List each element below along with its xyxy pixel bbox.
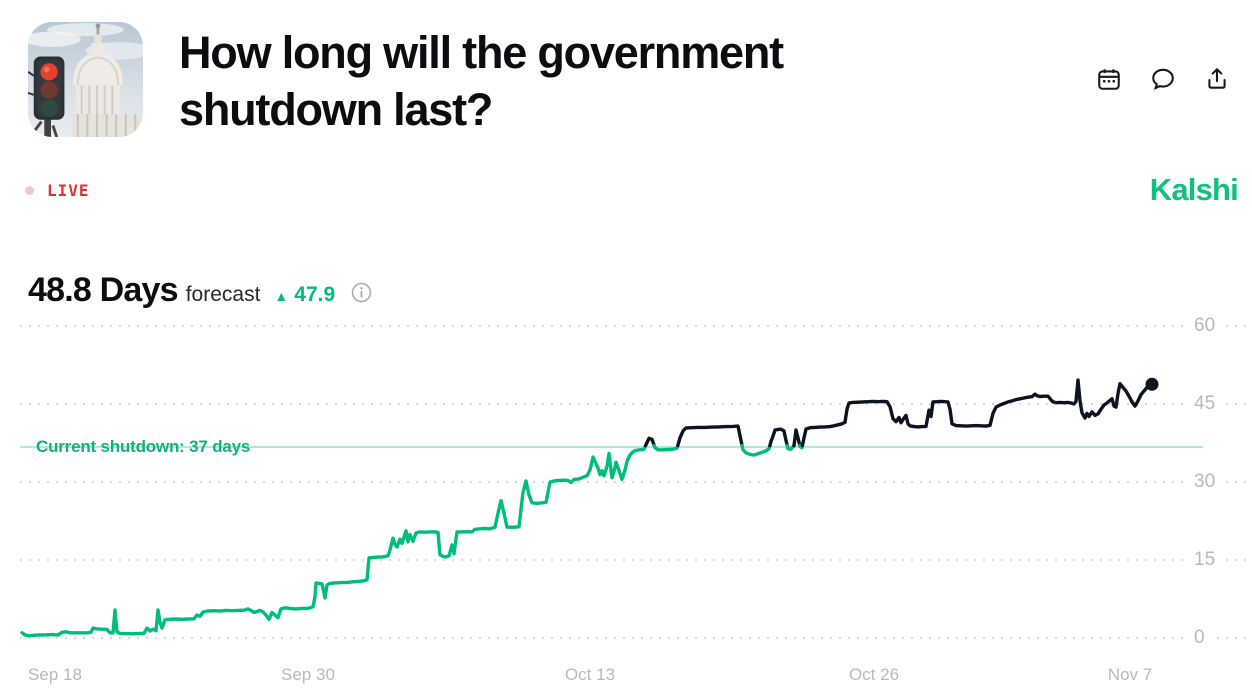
forecast-line-segment <box>768 427 789 448</box>
forecast-value: 48.8 Days <box>28 271 179 309</box>
forecast-line-segment <box>800 378 1154 448</box>
forecast-line-segment <box>643 436 656 448</box>
info-button[interactable] <box>351 282 372 306</box>
x-axis-tick-label: Sep 18 <box>28 665 82 684</box>
y-gridline <box>20 403 1248 405</box>
comment-icon <box>1152 68 1174 91</box>
kalshi-logo[interactable]: Kalshi <box>1149 172 1239 207</box>
y-gridline <box>20 481 1248 483</box>
info-icon <box>351 282 372 303</box>
forecast-delta-value: 47.9 <box>294 283 336 306</box>
forecast-line-segment <box>792 428 802 448</box>
triangle-up-icon: ▲ <box>274 288 289 304</box>
forecast-delta: ▲ 47.9 <box>274 283 335 307</box>
y-gridline <box>20 559 1248 561</box>
y-axis-tick-label: 45 <box>1188 393 1222 415</box>
forecast-row: 48.8 Days forecast ▲ 47.9 <box>28 271 372 310</box>
x-axis-tick-label: Sep 30 <box>281 665 335 684</box>
forecast-line-segment <box>676 424 744 448</box>
market-title: How long will the government shutdown la… <box>179 27 784 135</box>
current-shutdown-label: Current shutdown: 37 days <box>36 437 251 456</box>
x-axis-tick-label: Oct 13 <box>564 665 616 684</box>
calendar-icon <box>1098 69 1120 90</box>
y-axis-tick-label: 0 <box>1188 627 1211 649</box>
y-gridline <box>20 637 1248 639</box>
live-label: LIVE <box>47 181 90 200</box>
y-axis-tick-label: 60 <box>1188 315 1222 337</box>
share-button[interactable] <box>1204 66 1230 92</box>
capitol-traffic-light-image <box>28 22 143 137</box>
y-gridline <box>20 325 1248 327</box>
forecast-line-segment <box>20 443 648 638</box>
latest-value-dot <box>1145 377 1159 391</box>
y-axis-tick-label: 15 <box>1188 549 1222 571</box>
y-axis-tick-label: 30 <box>1188 471 1222 493</box>
comment-button[interactable] <box>1150 66 1176 92</box>
x-axis-tick-label: Oct 26 <box>848 665 900 684</box>
market-thumbnail <box>28 22 143 137</box>
calendar-button[interactable] <box>1096 66 1122 92</box>
forecast-label: forecast <box>185 283 261 306</box>
live-dot-icon <box>25 186 34 195</box>
share-icon <box>1208 68 1226 89</box>
live-badge: LIVE <box>25 181 90 200</box>
header-actions <box>1096 66 1230 92</box>
x-axis-tick-label: Nov 7 <box>1107 665 1153 684</box>
